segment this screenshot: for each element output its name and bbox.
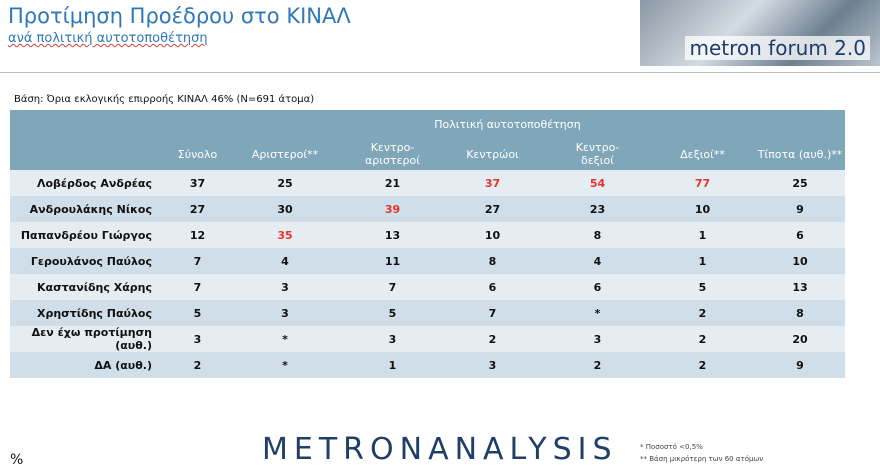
cell: 3 — [345, 326, 440, 352]
cell: 3 — [545, 326, 650, 352]
base-note: Βάση: Όρια εκλογικής επιρροής ΚΙΝΑΛ 46% … — [14, 94, 315, 105]
cell: * — [545, 300, 650, 326]
cell: 2 — [545, 352, 650, 378]
row: Δεν έχω προτίμηση (αυθ.) 3 * 3 2 3 2 20 — [10, 326, 845, 352]
table: Πολιτική αυτοτοποθέτηση Σύνολο Αριστεροί*… — [10, 110, 845, 378]
cell: 13 — [755, 274, 845, 300]
cell: 5 — [345, 300, 440, 326]
row: Γερουλάνος Παύλος 7 4 11 8 4 1 10 — [10, 248, 845, 274]
cell: 35 — [225, 222, 345, 248]
cell: 5 — [650, 274, 755, 300]
row-label: Ανδρουλάκης Νίκος — [10, 196, 170, 222]
cell: 77 — [650, 170, 755, 196]
cell: 27 — [170, 196, 225, 222]
cell: 37 — [170, 170, 225, 196]
separator — [0, 72, 880, 73]
cell: 3 — [225, 300, 345, 326]
cell: 7 — [170, 274, 225, 300]
cell: 1 — [650, 248, 755, 274]
footnote: * Ποσοστό <0,5% — [640, 443, 703, 451]
cell: * — [225, 352, 345, 378]
cell: 3 — [170, 326, 225, 352]
row: Καστανίδης Χάρης 7 3 7 6 6 5 13 — [10, 274, 845, 300]
cell: 37 — [440, 170, 545, 196]
column-header: Κεντρο- αριστεροί — [345, 138, 440, 170]
cell: 10 — [755, 248, 845, 274]
cell: 30 — [225, 196, 345, 222]
cell: 11 — [345, 248, 440, 274]
cell: 21 — [345, 170, 440, 196]
subtitle: ανά πολιτική αυτοτοποθέτηση — [8, 31, 208, 46]
brand: METRONANALYSIS — [262, 432, 618, 467]
cell: 7 — [440, 300, 545, 326]
cell: 10 — [650, 196, 755, 222]
cell: 6 — [440, 274, 545, 300]
cell: 20 — [755, 326, 845, 352]
cell: * — [225, 326, 345, 352]
column-header: Τίποτα (αυθ.)** — [755, 138, 845, 170]
cell: 39 — [345, 196, 440, 222]
cell: 9 — [755, 196, 845, 222]
column-header: Κεντρο- δεξιοί — [545, 138, 650, 170]
cell: 23 — [545, 196, 650, 222]
cell: 2 — [650, 352, 755, 378]
cell: 12 — [170, 222, 225, 248]
cell: 1 — [650, 222, 755, 248]
cell: 2 — [650, 326, 755, 352]
cell: 5 — [170, 300, 225, 326]
cell: 4 — [545, 248, 650, 274]
cell: 7 — [345, 274, 440, 300]
row-label: Δεν έχω προτίμηση (αυθ.) — [10, 326, 170, 352]
cell: 3 — [440, 352, 545, 378]
cell: 54 — [545, 170, 650, 196]
column-header: Δεξιοί** — [650, 138, 755, 170]
row-label: Παπανδρέου Γιώργος — [10, 222, 170, 248]
cell: 2 — [440, 326, 545, 352]
column-header: Αριστεροί** — [225, 138, 345, 170]
cell: 8 — [440, 248, 545, 274]
cell: 10 — [440, 222, 545, 248]
row: Λοβέρδος Ανδρέας 37 25 21 37 54 77 25 — [10, 170, 845, 196]
logo-text: metron forum 2.0 — [685, 36, 870, 60]
footnote: ** Βάση μικρότερη των 60 ατόμων — [640, 455, 764, 463]
cell: 4 — [225, 248, 345, 274]
header-cell — [10, 110, 170, 138]
unit: % — [10, 452, 24, 468]
row-label: Χρηστίδης Παύλος — [10, 300, 170, 326]
row: Ανδρουλάκης Νίκος 27 30 39 27 23 10 9 — [10, 196, 845, 222]
cell: 25 — [755, 170, 845, 196]
row-label: ΔΑ (αυθ.) — [10, 352, 170, 378]
cell: 9 — [755, 352, 845, 378]
cell: 8 — [755, 300, 845, 326]
title: Προτίμηση Προέδρου στο ΚΙΝΑΛ — [8, 4, 351, 28]
cell: 6 — [755, 222, 845, 248]
cell: 2 — [650, 300, 755, 326]
row-label: Γερουλάνος Παύλος — [10, 248, 170, 274]
cell: 3 — [225, 274, 345, 300]
cell: 2 — [170, 352, 225, 378]
cell: 25 — [225, 170, 345, 196]
cell: 27 — [440, 196, 545, 222]
row-label: Λοβέρδος Ανδρέας — [10, 170, 170, 196]
column-header: Κεντρώοι — [440, 138, 545, 170]
row-label: Καστανίδης Χάρης — [10, 274, 170, 300]
cell: 7 — [170, 248, 225, 274]
cell: 13 — [345, 222, 440, 248]
cell: 1 — [345, 352, 440, 378]
logo: metron forum 2.0 — [640, 0, 880, 66]
cell: 6 — [545, 274, 650, 300]
row: Παπανδρέου Γιώργος 12 35 13 10 8 1 6 — [10, 222, 845, 248]
column-header: Σύνολο — [170, 138, 225, 170]
row: Χρηστίδης Παύλος 5 3 5 7 * 2 8 — [10, 300, 845, 326]
group-header: Πολιτική αυτοτοποθέτηση — [170, 110, 845, 138]
row: ΔΑ (αυθ.) 2 * 1 3 2 2 9 — [10, 352, 845, 378]
header-cell — [10, 138, 170, 170]
cell: 8 — [545, 222, 650, 248]
